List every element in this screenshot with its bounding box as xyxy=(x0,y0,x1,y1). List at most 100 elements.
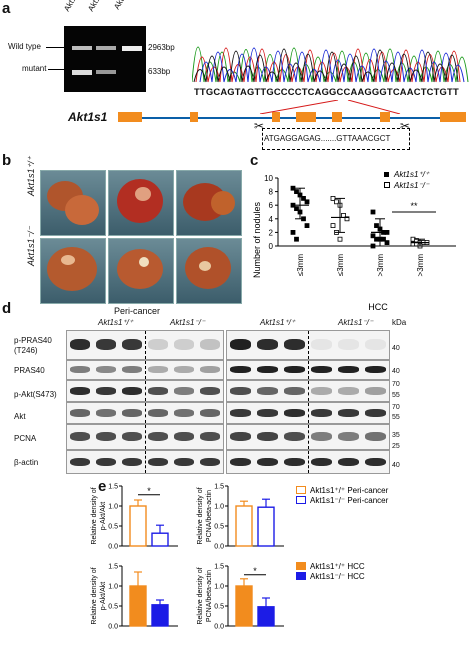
liver-photo-3 xyxy=(176,170,242,236)
group-divider xyxy=(145,381,146,401)
panel-label-a: a xyxy=(2,0,11,17)
chromatogram xyxy=(192,46,469,83)
c-xtick-label: >3mm xyxy=(376,254,385,277)
western-blot-strip xyxy=(226,450,390,474)
pcr-gel xyxy=(64,26,146,92)
blot-band xyxy=(70,339,90,351)
blot-band xyxy=(311,432,332,442)
blot-band xyxy=(70,366,90,374)
e-bar xyxy=(151,604,169,627)
e-ytick-label: 0.5 xyxy=(108,604,118,611)
e-ylabel: PCNA/beta-actin xyxy=(206,490,213,542)
panel-label-d: d xyxy=(2,300,12,317)
e-ylabel: p-Akt/Akt xyxy=(100,502,107,530)
blot-band xyxy=(257,409,278,417)
e-bar xyxy=(257,606,275,627)
marker-40b: 40 xyxy=(392,368,400,375)
group-divider xyxy=(145,451,146,473)
row-pras40: PRAS40 xyxy=(14,366,45,375)
c-data-point xyxy=(370,243,376,249)
blot-band xyxy=(174,432,194,442)
e-legend-hcc-wt: Akt1s1⁺/⁺ HCC xyxy=(310,562,365,571)
group-divider xyxy=(308,331,309,359)
blot-band xyxy=(96,432,116,442)
liver-photo-4 xyxy=(40,238,106,304)
marker-40c: 40 xyxy=(392,462,400,469)
blot-band xyxy=(200,366,220,374)
liver-photo-6 xyxy=(176,238,242,304)
legend-marker-wt xyxy=(384,172,389,177)
marker-25: 25 xyxy=(392,443,400,450)
lane-label-3: Akt1s1⁺/⁺ xyxy=(112,0,137,11)
blot-band xyxy=(257,457,278,466)
blot-band xyxy=(200,432,220,442)
group-divider xyxy=(145,361,146,379)
blot-band xyxy=(200,339,220,351)
row-akt: Akt xyxy=(14,412,26,421)
legend-peri-wt xyxy=(296,486,306,494)
e-ytick-label: 0.5 xyxy=(108,524,118,531)
blot-band xyxy=(311,409,332,417)
peri-cancer-caption: Peri-cancer xyxy=(114,306,161,316)
c-data-point xyxy=(301,196,306,201)
c-data-point xyxy=(344,216,350,222)
blot-band xyxy=(365,409,386,417)
e-ytick-label: 1.5 xyxy=(108,564,118,571)
legend-hcc-ko xyxy=(296,572,306,580)
group-divider xyxy=(308,425,309,449)
c-ytick-label: 0 xyxy=(269,242,274,251)
c-ytick-label: 2 xyxy=(269,228,274,237)
c-data-point xyxy=(294,236,299,242)
western-blot-strip xyxy=(226,330,390,360)
blot-band xyxy=(257,387,278,395)
size-633: 633bp xyxy=(148,67,171,76)
blot-band xyxy=(230,366,251,374)
group-divider xyxy=(308,403,309,423)
blot-band xyxy=(230,409,251,417)
e-ytick-label: 0.5 xyxy=(214,604,224,611)
e-legend-peri-wt: Akt1s1⁺/⁺ Peri-cancer xyxy=(310,486,389,495)
e-bar xyxy=(129,585,147,627)
blot-band xyxy=(257,432,278,442)
blot-band xyxy=(365,432,386,442)
blot-band xyxy=(284,457,305,466)
e-sig-marker: * xyxy=(147,486,151,496)
marker-35: 35 xyxy=(392,432,400,439)
e-ytick-label: 1.0 xyxy=(108,584,118,591)
e-ylabel: Relative density of xyxy=(197,567,204,624)
blot-band xyxy=(148,457,168,466)
blot-band xyxy=(148,366,168,374)
blot-band xyxy=(284,432,305,442)
c-data-point xyxy=(290,230,296,235)
blot-band xyxy=(284,409,305,417)
blot-band xyxy=(148,432,168,442)
blot-band xyxy=(338,366,359,374)
legend-hcc-wt xyxy=(296,562,306,570)
group-divider xyxy=(145,425,146,449)
blot-band xyxy=(96,457,116,466)
blot-band xyxy=(311,457,332,466)
e-ytick-label: 0.0 xyxy=(214,624,224,631)
e-ytick-label: 0.0 xyxy=(108,544,118,551)
blot-band xyxy=(96,409,116,417)
blot-band xyxy=(284,366,305,374)
e-ytick-label: 1.0 xyxy=(214,584,224,591)
group-divider xyxy=(308,361,309,379)
e-sig-marker: * xyxy=(253,566,257,576)
blot-band xyxy=(230,432,251,442)
blot-band xyxy=(174,409,194,417)
blot-band xyxy=(70,432,90,442)
blot-band xyxy=(200,387,220,395)
c-data-point xyxy=(374,223,379,228)
row-label-wt: Akt1s1⁺/⁺ xyxy=(26,156,36,196)
c-data-point xyxy=(381,236,386,242)
blot-band xyxy=(122,432,142,442)
insert-box xyxy=(262,128,410,150)
c-data-point xyxy=(294,189,299,195)
western-blot-strip xyxy=(66,360,224,380)
blot-band xyxy=(122,339,142,351)
marker-55a: 55 xyxy=(392,392,400,399)
group-divider xyxy=(145,331,146,359)
e-bar xyxy=(235,585,253,627)
e-ytick-label: 0.0 xyxy=(108,624,118,631)
